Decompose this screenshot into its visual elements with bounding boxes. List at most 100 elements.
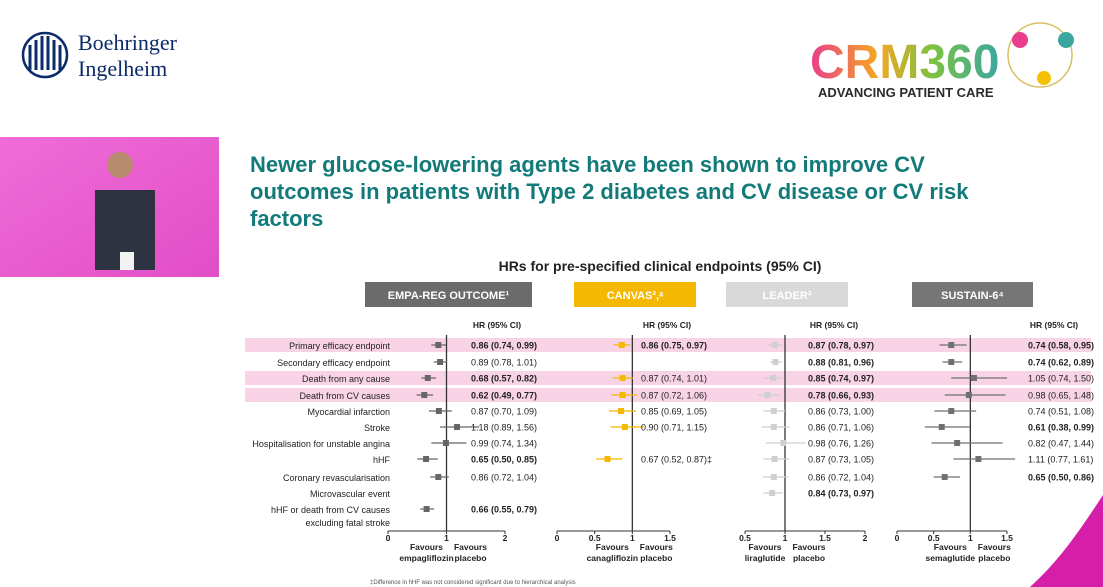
hr-label: 0.86 (0.73, 1.00) [808, 407, 874, 417]
logo-text: Boehringer [78, 30, 178, 55]
trial-name: CANVAS²,ᵃ [607, 290, 664, 302]
hr-point [948, 359, 955, 365]
hr-label: 0.89 (0.78, 1.01) [471, 358, 537, 368]
hr-label: 0.86 (0.72, 1.04) [808, 473, 874, 483]
x-tick-label: 1.5 [1001, 533, 1013, 543]
hr-label: 0.74 (0.51, 1.08) [1028, 407, 1094, 417]
hr-point [771, 342, 778, 348]
hr-point [938, 424, 945, 430]
favours-right: placebo [640, 553, 672, 563]
company-logo: Boehringer Ingelheim [21, 30, 178, 81]
hr-point [619, 392, 626, 398]
hr-label: 0.67 (0.52, 0.87)‡ [641, 455, 712, 465]
hr-point [454, 424, 461, 430]
favours-left: liraglutide [745, 553, 786, 563]
hr-point [941, 474, 948, 480]
hr-label: 0.88 (0.81, 0.96) [808, 358, 874, 368]
hr-label: 0.78 (0.66, 0.93) [808, 391, 874, 401]
hr-point [618, 408, 625, 414]
ci-header: HR (95% CI) [1030, 320, 1078, 330]
hr-point [771, 456, 778, 462]
favours-right: Favours [978, 542, 1011, 552]
favours-right: Favours [792, 542, 825, 552]
hr-point [421, 392, 428, 398]
hr-point [424, 375, 431, 381]
hr-point [619, 375, 626, 381]
hr-label: 0.65 (0.50, 0.85) [471, 455, 537, 465]
hr-point [948, 408, 955, 414]
hr-point [770, 408, 777, 414]
trial-header-box [574, 282, 696, 307]
hr-label: 1.11 (0.77, 1.61) [1028, 455, 1093, 465]
hr-point [975, 456, 982, 462]
hr-label: 0.82 (0.47, 1.44) [1028, 439, 1094, 449]
x-tick-label: 0 [895, 533, 900, 543]
x-tick-label: 1 [630, 533, 635, 543]
hr-label: 0.84 (0.73, 0.97) [808, 489, 874, 499]
hr-label: 0.86 (0.71, 1.06) [808, 423, 874, 433]
trial-header-box [912, 282, 1033, 307]
hr-point [442, 440, 449, 446]
hr-point [770, 424, 777, 430]
hr-point [772, 359, 779, 365]
decoration [1030, 495, 1103, 587]
hr-label: 0.85 (0.74, 0.97) [808, 374, 874, 384]
trial-header-box [365, 282, 532, 307]
trial-header-box [726, 282, 848, 307]
hr-point [770, 474, 777, 480]
endpoint-label: Death from any cause [302, 374, 390, 384]
x-tick-label: 0.5 [739, 533, 751, 543]
hr-label: 0.87 (0.78, 0.97) [808, 341, 874, 351]
hr-label: 0.86 (0.72, 1.04) [471, 473, 537, 483]
hr-label: 0.65 (0.50, 0.86) [1028, 473, 1094, 483]
ci-header: HR (95% CI) [643, 320, 691, 330]
x-tick-label: 2 [863, 533, 868, 543]
row-highlight [245, 371, 1091, 385]
endpoint-label: Stroke [364, 423, 390, 433]
event-logo: CRM360 ADVANCING PATIENT CARE [810, 22, 1074, 100]
favours-left: Favours [410, 542, 443, 552]
slide-title: Newer glucose-lowering agents have been … [250, 152, 925, 177]
endpoint-label: Coronary revascularisation [283, 473, 390, 483]
favours-left: Favours [748, 542, 781, 552]
hr-label: 1.18 (0.89, 1.56) [471, 423, 537, 433]
row-highlight [245, 338, 1091, 352]
favours-left: semaglutide [926, 553, 976, 563]
ci-header: HR (95% CI) [810, 320, 858, 330]
hr-point [435, 474, 442, 480]
favours-left: Favours [934, 542, 967, 552]
x-tick-label: 1.5 [819, 533, 831, 543]
x-tick-label: 0.5 [928, 533, 940, 543]
x-tick-label: 1 [783, 533, 788, 543]
hr-point [764, 392, 771, 398]
hr-point [965, 392, 972, 398]
endpoint-label: Microvascular event [310, 489, 391, 499]
hr-label: 0.68 (0.57, 0.82) [471, 374, 537, 384]
slide-title: outcomes in patients with Type 2 diabete… [250, 179, 969, 204]
hr-point [423, 456, 430, 462]
hr-label: 0.85 (0.69, 1.05) [641, 407, 707, 417]
trial-name: LEADER³ [763, 290, 812, 302]
slide-title: factors [250, 206, 323, 231]
hr-point [780, 440, 787, 446]
endpoint-label: excluding fatal stroke [305, 518, 390, 528]
hr-point [435, 342, 442, 348]
hr-label: 0.66 (0.55, 0.79) [471, 505, 537, 515]
hr-label: 0.90 (0.71, 1.15) [641, 423, 707, 433]
endpoint-label: Secondary efficacy endpoint [277, 358, 390, 368]
hr-point [621, 424, 628, 430]
logo-text: Ingelheim [78, 56, 167, 81]
endpoint-label: Myocardial infarction [307, 407, 390, 417]
hr-point [437, 359, 444, 365]
favours-right: placebo [793, 553, 825, 563]
hr-label: 0.74 (0.62, 0.89) [1028, 358, 1094, 368]
hr-point [423, 506, 430, 512]
x-tick-label: 0 [555, 533, 560, 543]
hr-point [948, 342, 955, 348]
event-tagline: ADVANCING PATIENT CARE [818, 85, 994, 100]
endpoint-label: Death from CV causes [299, 391, 390, 401]
endpoint-label: hHF or death from CV causes [271, 505, 391, 515]
favours-left: canagliflozin [587, 553, 638, 563]
hr-point [618, 342, 625, 348]
